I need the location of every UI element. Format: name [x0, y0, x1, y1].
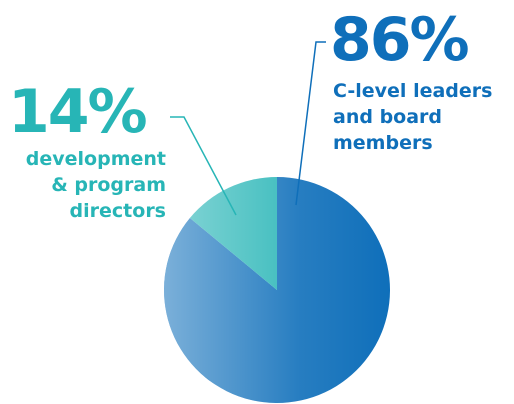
- category-label: development & program directors: [25, 148, 166, 222]
- value-label: 14%: [8, 77, 148, 147]
- pie-shade: [164, 177, 390, 403]
- category-label: C-level leaders and board members: [333, 80, 493, 154]
- value-label: 86%: [330, 5, 470, 75]
- leader-line: [295, 41, 326, 206]
- leader-line: [170, 116, 237, 216]
